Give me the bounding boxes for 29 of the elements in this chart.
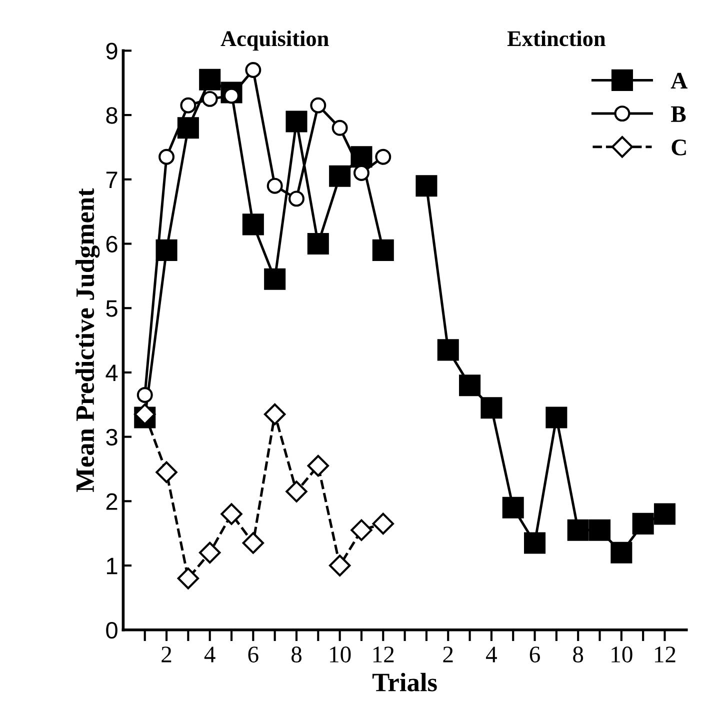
annotation: Acquisition	[220, 30, 329, 51]
x-tick-label: 4	[204, 646, 216, 662]
y-tick-label: 8	[106, 107, 118, 124]
x-tick-label: 6	[248, 646, 258, 662]
y-tick-label: 2	[106, 493, 118, 510]
x-tick-label: 10	[330, 646, 351, 662]
x-tick-label: 2	[443, 646, 453, 662]
y-axis-title: Mean Predictive Judgment	[76, 188, 100, 492]
legend-label: A	[670, 72, 688, 88]
y-tick-label: 7	[106, 172, 118, 188]
x-tick-label: 8	[291, 646, 302, 662]
x-tick-label: 8	[573, 646, 584, 662]
x-axis-title: Trials	[372, 672, 437, 692]
text: Extinction	[507, 30, 606, 46]
y-tick-label: 0	[106, 622, 118, 639]
y-tick-label: 5	[106, 300, 118, 317]
x-tick-label: 12	[373, 646, 394, 662]
x-tick-label: 6	[530, 646, 540, 662]
y-tick-label: 4	[106, 364, 118, 382]
x-tick-label: 2	[162, 646, 172, 662]
x-tick-label: 4	[486, 646, 497, 662]
y-tick-label: 1	[107, 558, 118, 574]
legend-label: C	[672, 140, 686, 156]
y-tick-label: 9	[106, 42, 118, 60]
y-tick-label: 3	[106, 428, 118, 446]
x-tick-label: 12	[655, 646, 676, 662]
x-tick-label: 10	[612, 646, 632, 662]
y-tick-label: 6	[106, 236, 118, 253]
legend-label: B	[671, 106, 686, 122]
